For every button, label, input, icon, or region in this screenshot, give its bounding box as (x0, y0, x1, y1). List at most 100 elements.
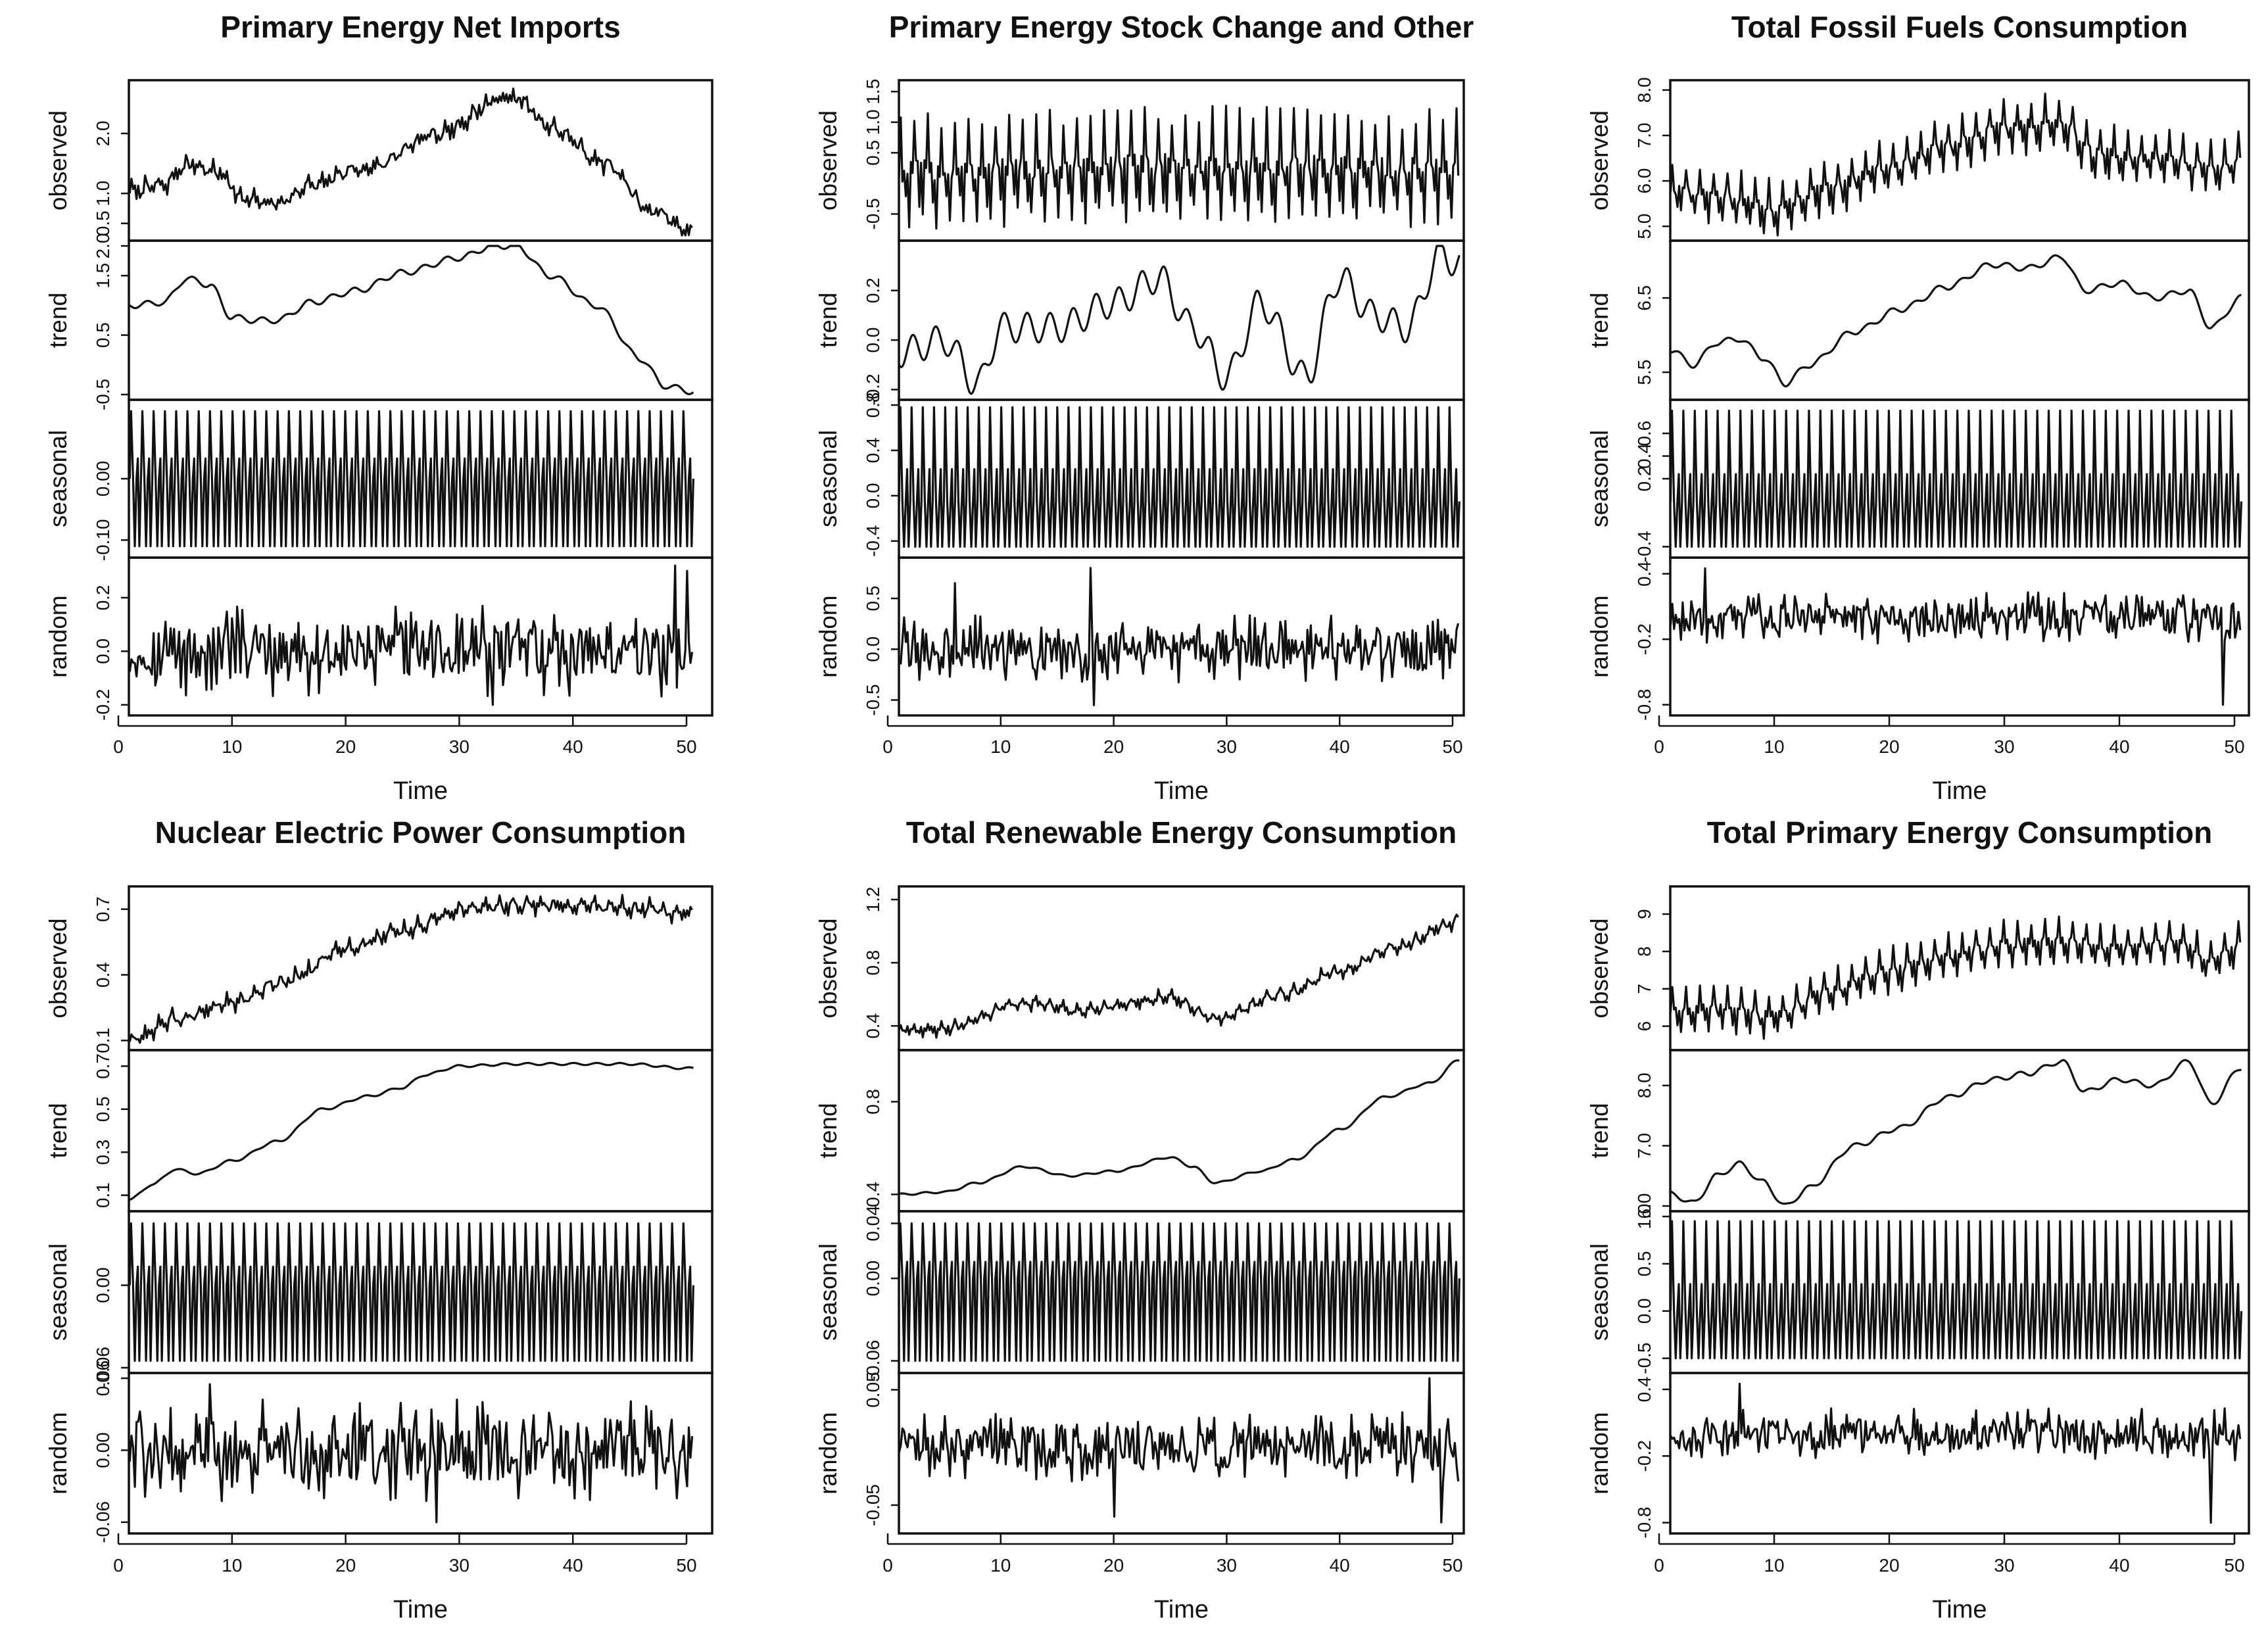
y-tick-label: 0.4 (863, 437, 883, 463)
y-tick-label: -0.06 (93, 1501, 113, 1543)
x-tick-label: 50 (676, 736, 696, 757)
x-tick-label: 30 (1217, 1555, 1237, 1576)
x-tick-label: 10 (222, 736, 242, 757)
y-tick-label: 0.8 (863, 950, 883, 976)
y-tick-label: 0.06 (93, 1361, 113, 1397)
component-ylabel: seasonal (45, 1243, 72, 1341)
y-tick-label: 0.6 (1634, 421, 1654, 446)
component-series-line (898, 567, 1460, 706)
y-tick-label: 2.0 (93, 120, 113, 146)
x-tick-label: 30 (1994, 736, 2014, 757)
y-tick-label: 0.00 (93, 461, 113, 497)
y-tick-label: 0.4 (1634, 561, 1654, 587)
y-tick-label: 1.2 (863, 887, 883, 913)
component-series-line (128, 564, 694, 706)
x-tick-label: 50 (676, 1555, 696, 1576)
component-series-line (898, 406, 1460, 548)
y-tick-label: 0.2 (1634, 466, 1654, 492)
x-tick-label: 20 (1103, 736, 1124, 757)
y-tick-label: 7.0 (1634, 123, 1654, 149)
component-ylabel: random (45, 1412, 72, 1494)
y-tick-label: 0.00 (863, 1261, 883, 1297)
y-tick-label: 0.7 (93, 1053, 113, 1079)
x-tick-label: 40 (563, 1555, 583, 1576)
y-tick-label: -0.8 (1634, 689, 1654, 721)
component-series-line (1669, 92, 2242, 237)
component-ylabel: random (1586, 1412, 1613, 1494)
x-axis-label: Time (1932, 1596, 1987, 1624)
component-series-line (1670, 1059, 2242, 1205)
component-frame (1669, 556, 2250, 717)
y-tick-label: 0.5 (1634, 1251, 1654, 1276)
y-tick-label: 0.0 (863, 327, 883, 353)
component-ylabel: observed (815, 918, 842, 1018)
component-series-line (128, 87, 693, 237)
y-tick-label: 0.4 (863, 1013, 883, 1039)
component-ylabel: seasonal (815, 1243, 842, 1341)
x-tick-label: 20 (335, 1555, 356, 1576)
chart-panel: Nuclear Electric Power Consumption observ… (45, 815, 713, 1624)
x-tick-label: 30 (1994, 1555, 2014, 1576)
y-tick-label: 6.0 (1634, 1193, 1654, 1219)
y-tick-label: -0.5 (863, 198, 883, 229)
component-series-line (1670, 254, 2242, 388)
y-tick-label: 0.0 (863, 637, 883, 662)
component-ylabel: trend (1586, 293, 1613, 348)
component-ylabel: trend (45, 1103, 72, 1158)
component-series-line (1669, 410, 2243, 548)
x-tick-label: 50 (2224, 736, 2244, 757)
component-series-line (1670, 1382, 2242, 1524)
x-tick-label: 20 (1879, 736, 1899, 757)
chart-title: Primary Energy Net Imports (220, 10, 620, 44)
y-tick-label: 0.5 (93, 1096, 113, 1122)
y-tick-label: 1.0 (863, 109, 883, 135)
y-tick-label: 0.0 (863, 483, 883, 508)
x-tick-label: 0 (1654, 1555, 1664, 1576)
y-tick-label: 7 (1634, 984, 1654, 994)
component-series-line (898, 1059, 1460, 1196)
y-tick-label: -0.2 (1634, 623, 1654, 655)
component-series-line (1669, 567, 2242, 706)
chart-panel: Primary Energy Net Imports observed 0.5 1.0… (45, 10, 713, 805)
y-tick-label: -0.4 (863, 525, 883, 557)
x-tick-label: 50 (2224, 1555, 2244, 1576)
y-tick-label: -0.2 (863, 373, 883, 405)
y-tick-label: 0.7 (93, 896, 113, 922)
x-tick-label: 50 (1442, 1555, 1462, 1576)
component-ylabel: observed (815, 110, 842, 210)
component-frame (128, 885, 713, 1051)
component-frame (898, 1372, 1465, 1535)
component-series-line (1669, 915, 2242, 1040)
component-ylabel: observed (1586, 918, 1613, 1018)
y-tick-label: -0.06 (93, 1347, 113, 1389)
component-frame (1669, 1049, 2250, 1213)
x-tick-label: 0 (882, 736, 893, 757)
component-ylabel: trend (815, 293, 842, 348)
component-frame (128, 239, 713, 401)
component-series-line (1669, 1220, 2243, 1360)
component-ylabel: observed (45, 110, 72, 210)
y-tick-label: 0.00 (93, 1432, 113, 1468)
y-tick-label: 0.2 (93, 585, 113, 610)
chart-panel: Total Fossil Fuels Consumption observed 5.… (1586, 10, 2250, 805)
component-ylabel: random (45, 595, 72, 677)
y-tick-label: -0.5 (93, 379, 113, 410)
component-series-line (898, 245, 1460, 395)
y-tick-label: -0.5 (1634, 1343, 1654, 1374)
y-tick-label: -0.2 (93, 689, 113, 721)
x-tick-label: 40 (1330, 1555, 1350, 1576)
x-axis-label: Time (1154, 777, 1209, 805)
component-ylabel: seasonal (1586, 1243, 1613, 1341)
component-series-line (129, 1061, 694, 1201)
component-series-line (898, 913, 1459, 1039)
component-series-line (898, 1222, 1460, 1362)
x-tick-label: 10 (990, 736, 1011, 757)
component-series-line (128, 410, 694, 548)
x-tick-label: 0 (113, 736, 124, 757)
x-tick-label: 30 (1217, 736, 1237, 757)
y-tick-label: 0.5 (863, 140, 883, 166)
component-ylabel: trend (1586, 1103, 1613, 1158)
x-tick-label: 10 (222, 1555, 242, 1576)
component-series-line (128, 1383, 694, 1524)
